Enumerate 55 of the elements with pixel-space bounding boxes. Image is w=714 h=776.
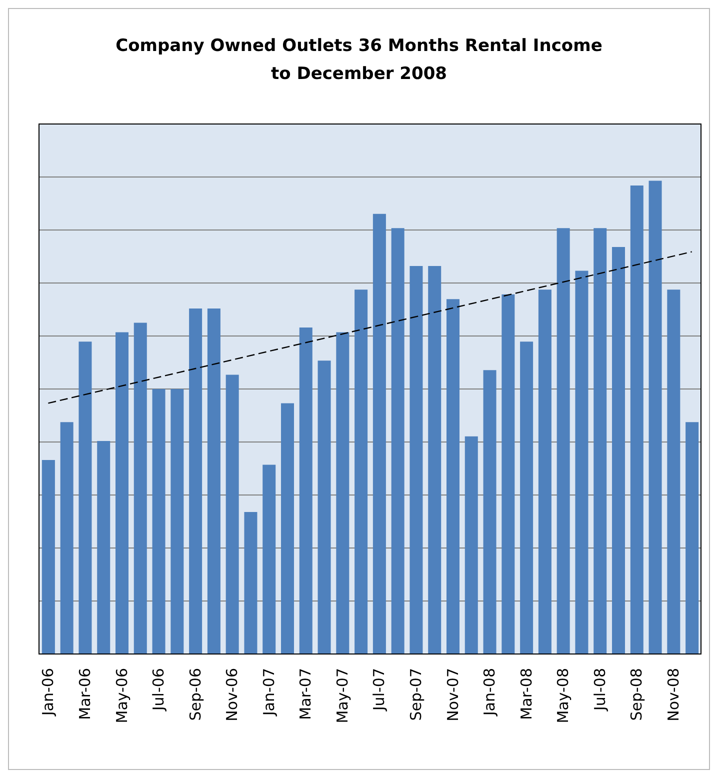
x-tick-label: Nov-08 — [664, 668, 682, 722]
bar — [42, 460, 55, 654]
bar — [612, 247, 625, 654]
bar — [336, 332, 350, 654]
bar — [116, 332, 128, 654]
x-tick-label: Nov-06 — [223, 668, 242, 722]
bar — [262, 464, 276, 654]
x-tick-label: Sep-06 — [186, 668, 204, 721]
bar — [372, 214, 386, 654]
bar — [299, 327, 312, 654]
bar — [630, 186, 644, 654]
x-tick-label: May-06 — [112, 668, 131, 724]
x-tick-label: Sep-08 — [628, 668, 646, 721]
bar — [207, 308, 220, 654]
bar — [97, 441, 110, 654]
bar — [189, 308, 202, 654]
x-tick-label: Jul-07 — [370, 668, 388, 712]
bar — [281, 403, 294, 654]
bar — [446, 299, 460, 654]
bar — [318, 360, 331, 654]
chart-title: Company Owned Outlets 36 Months Rental Income to December 2008 — [116, 36, 602, 84]
bar — [226, 374, 239, 654]
bar — [464, 436, 478, 654]
bar — [667, 290, 680, 654]
x-tick-label: Jan-06 — [39, 668, 58, 717]
bar — [556, 228, 570, 654]
bar — [502, 294, 515, 654]
bar — [170, 389, 184, 654]
x-tick-label: Mar-08 — [517, 668, 536, 720]
bar — [354, 290, 368, 654]
bar — [538, 290, 552, 654]
bar — [428, 266, 442, 654]
bar — [686, 422, 699, 654]
x-tick-label: Jul-08 — [590, 668, 609, 712]
bar — [648, 180, 662, 654]
x-tick-label: Mar-06 — [76, 668, 94, 720]
bar — [594, 228, 607, 654]
x-tick-label: Nov-07 — [444, 668, 462, 722]
bar — [152, 389, 166, 654]
bar — [410, 266, 423, 654]
x-tick-label: Mar-07 — [296, 668, 315, 720]
x-tick-label: May-07 — [333, 668, 352, 724]
bar — [244, 512, 258, 654]
bar — [575, 270, 588, 654]
x-tick-label: Jan-07 — [260, 668, 278, 717]
bar — [60, 422, 74, 654]
x-tick-label: May-08 — [554, 668, 572, 724]
x-tick-label: Sep-07 — [406, 668, 425, 721]
bar — [391, 228, 404, 654]
bar — [483, 370, 496, 654]
bar — [78, 342, 92, 654]
bar — [520, 342, 534, 654]
x-tick-label: Jul-06 — [150, 668, 168, 712]
x-tick-label: Jan-08 — [480, 668, 499, 717]
bar — [134, 322, 147, 654]
